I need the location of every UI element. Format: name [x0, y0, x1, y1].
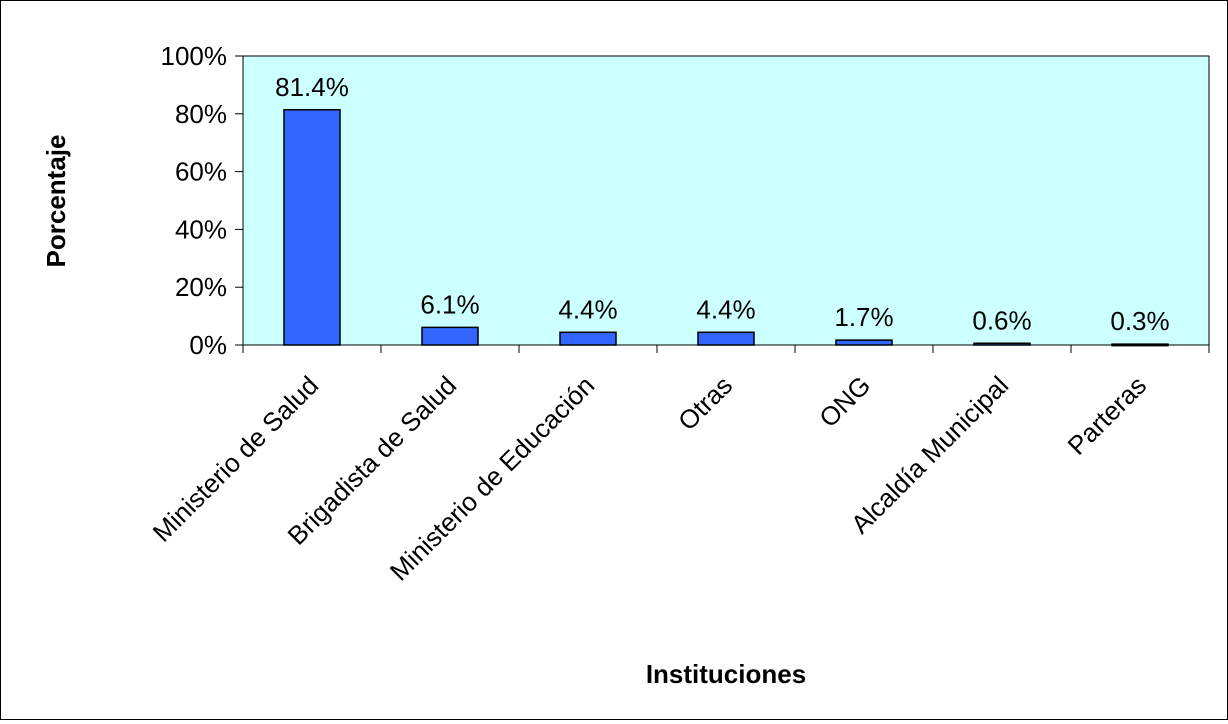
bars [283, 109, 1169, 347]
bar-value-label: 81.4% [275, 72, 349, 102]
x-axis-title: Instituciones [646, 659, 806, 689]
bar-value-label: 4.4% [558, 294, 617, 324]
x-axis-ticks [242, 345, 1210, 353]
y-axis-ticks: 0% 20% 40% 60% 80% 100% [161, 41, 243, 360]
bar [697, 331, 755, 346]
y-tick-label: 20% [175, 272, 227, 302]
y-tick-label: 60% [175, 157, 227, 187]
bar [835, 339, 893, 346]
category-label: Parteras [1062, 370, 1153, 461]
y-axis-title: Porcentaje [41, 135, 71, 268]
bar [973, 342, 1031, 346]
bar-value-label: 6.1% [420, 289, 479, 319]
y-tick-label: 0% [189, 330, 227, 360]
y-tick-label: 40% [175, 214, 227, 244]
bar-value-label: 4.4% [696, 294, 755, 324]
bar [559, 331, 617, 346]
data-labels: 81.4% 6.1% 4.4% 4.4% 1.7% 0.6% 0.3% [275, 72, 1170, 336]
bar-value-label: 1.7% [834, 302, 893, 332]
bar [283, 109, 341, 346]
bar-value-label: 0.3% [1110, 306, 1169, 336]
bar [1111, 343, 1169, 347]
bar [421, 326, 479, 346]
y-tick-label: 100% [161, 41, 228, 71]
category-label: Otras [672, 370, 738, 436]
bar-value-label: 0.6% [972, 305, 1031, 335]
category-label: ONG [813, 370, 876, 433]
y-tick-label: 80% [175, 99, 227, 129]
plot-area [242, 55, 1210, 346]
